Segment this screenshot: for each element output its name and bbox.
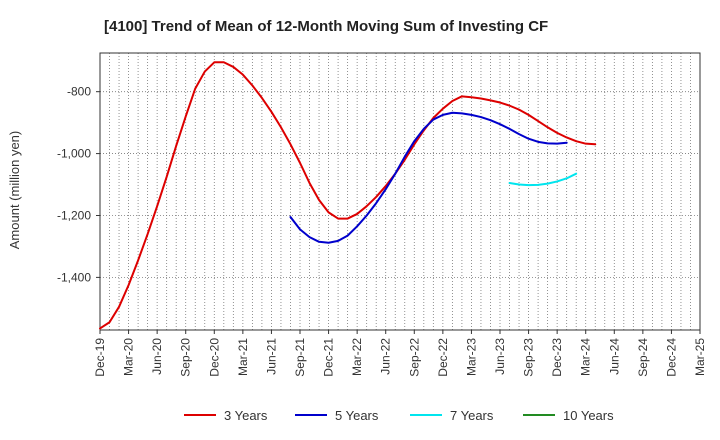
x-tick-label: Dec-24: [664, 338, 678, 377]
y-tick-label: -800: [67, 85, 91, 99]
legend-label-3-years: 3 Years: [224, 408, 268, 423]
x-tick-label: Dec-22: [436, 338, 450, 377]
x-tick-label: Mar-23: [464, 338, 478, 376]
x-tick-label: Mar-24: [579, 338, 593, 376]
x-tick-label: Sep-23: [522, 338, 536, 377]
y-tick-label: -1,200: [57, 208, 91, 222]
legend: 3 Years 5 Years 7 Years 10 Years: [184, 408, 614, 423]
x-tick-label: Dec-20: [207, 338, 221, 377]
x-tick-label: Sep-22: [407, 338, 421, 377]
x-tick-label: Dec-21: [322, 338, 336, 377]
y-tick-label: -1,400: [57, 270, 91, 284]
x-tick-label: Sep-20: [179, 338, 193, 377]
x-tick-label: Dec-23: [550, 338, 564, 377]
x-tick-label: Sep-24: [636, 338, 650, 377]
series-line-3-years: [99, 61, 597, 330]
y-axis-title: Amount (million yen): [7, 131, 22, 250]
x-tick-label: Jun-21: [264, 338, 278, 375]
legend-label-7-years: 7 Years: [450, 408, 494, 423]
legend-label-10-years: 10 Years: [563, 408, 614, 423]
series-line-5-years: [289, 111, 568, 244]
series-line-7-years: [508, 172, 578, 187]
x-tick-label: Mar-21: [236, 338, 250, 376]
plot-area: [99, 52, 701, 331]
x-tick-label: Sep-21: [293, 338, 307, 377]
legend-label-5-years: 5 Years: [335, 408, 379, 423]
x-tick-label: Dec-19: [93, 338, 107, 377]
x-axis: Dec-19 Mar-20 Jun-20 Sep-20 Dec-20 Mar-21 Jun-…: [93, 330, 707, 377]
x-tick-label: Jun-20: [150, 338, 164, 375]
x-tick-label: Jun-24: [607, 338, 621, 375]
x-tick-label: Mar-25: [693, 338, 707, 376]
series-lines: [99, 61, 597, 330]
x-tick-label: Mar-22: [350, 338, 364, 376]
y-axis: -800 -1,000 -1,200 -1,400: [57, 85, 100, 284]
y-tick-label: -1,000: [57, 147, 91, 161]
x-tick-label: Jun-22: [379, 338, 393, 375]
grid: [100, 53, 700, 330]
chart-title: [4100] Trend of Mean of 12-Month Moving …: [104, 18, 548, 35]
x-tick-label: Mar-20: [122, 338, 136, 376]
x-tick-label: Jun-23: [493, 338, 507, 375]
